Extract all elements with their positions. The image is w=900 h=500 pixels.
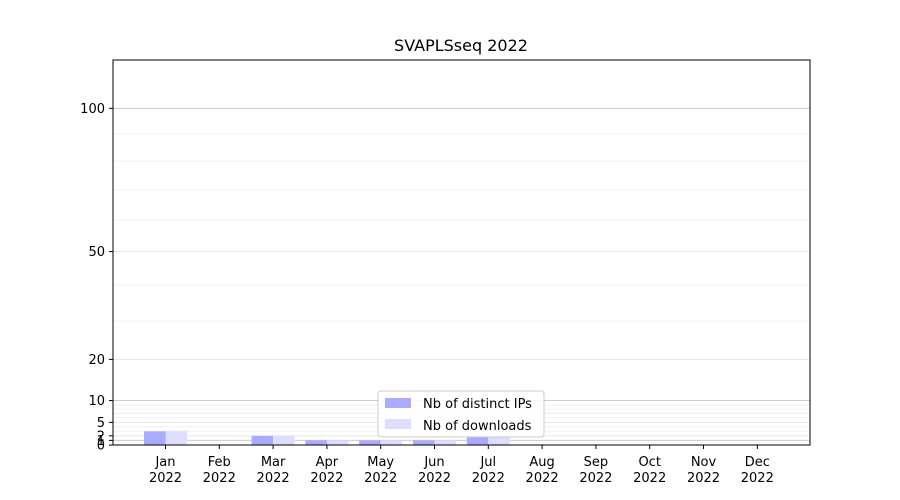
x-tick-label-year: 2022 — [472, 471, 505, 486]
x-tick-label-month: Aug — [529, 455, 554, 470]
x-tick-label-year: 2022 — [149, 471, 182, 486]
plot-frame — [112, 59, 811, 446]
y-tick-label: 50 — [88, 245, 105, 260]
bar-downloads — [326, 440, 349, 445]
bar-downloads — [488, 435, 510, 445]
y-tick-label: 100 — [80, 102, 105, 117]
bar-distinct-ips — [466, 435, 489, 445]
bar-distinct-ips — [251, 435, 274, 445]
x-tick-label-month: Nov — [691, 455, 717, 470]
x-tick-label-month: Mar — [261, 455, 286, 470]
y-tick-label: 0 — [97, 439, 105, 454]
x-tick-label-month: Jul — [479, 455, 496, 470]
bar-distinct-ips — [359, 440, 381, 445]
x-tick-label-year: 2022 — [741, 471, 774, 486]
chart-title: SVAPLSseq 2022 — [394, 36, 528, 55]
legend: Nb of distinct IPs Nb of downloads — [377, 390, 545, 438]
bar-distinct-ips — [144, 431, 166, 445]
y-tick-label: 2 — [97, 429, 105, 444]
x-axis: Jan2022Feb2022Mar2022Apr2022May2022Jun20… — [149, 445, 774, 486]
x-tick-label-year: 2022 — [633, 471, 666, 486]
x-tick-label-year: 2022 — [203, 471, 236, 486]
legend-swatch-downloads — [385, 419, 411, 429]
y-tick-label: 1 — [97, 434, 105, 449]
x-tick-label-year: 2022 — [310, 471, 343, 486]
x-tick-label-year: 2022 — [364, 471, 397, 486]
legend-swatch-distinct-ips — [385, 398, 411, 408]
bar-downloads — [273, 435, 295, 445]
x-tick-label-month: Feb — [208, 455, 231, 470]
x-tick-label-month: Sep — [584, 455, 609, 470]
x-tick-label-year: 2022 — [579, 471, 612, 486]
bars-layer — [144, 431, 510, 445]
legend-box — [377, 390, 545, 438]
x-tick-label-year: 2022 — [526, 471, 559, 486]
legend-label-distinct-ips: Nb of distinct IPs — [423, 397, 532, 412]
bar-distinct-ips — [413, 440, 435, 445]
bar-downloads — [434, 440, 456, 445]
bar-distinct-ips — [305, 440, 327, 445]
y-tick-label: 5 — [97, 416, 105, 431]
x-tick-label-month: Oct — [638, 455, 660, 470]
x-tick-label-month: Jan — [154, 455, 175, 470]
bar-downloads — [165, 431, 187, 445]
x-tick-label-year: 2022 — [257, 471, 290, 486]
x-tick-label-month: Jun — [423, 455, 444, 470]
legend-label-downloads: Nb of downloads — [423, 419, 532, 434]
x-tick-label-month: May — [367, 455, 394, 470]
y-tick-label: 10 — [88, 394, 105, 409]
x-tick-label-year: 2022 — [418, 471, 451, 486]
x-tick-label-year: 2022 — [687, 471, 720, 486]
y-tick-label: 20 — [88, 353, 105, 368]
bar-downloads — [380, 440, 403, 445]
x-tick-label-month: Apr — [316, 455, 339, 470]
x-tick-label-month: Dec — [745, 455, 770, 470]
